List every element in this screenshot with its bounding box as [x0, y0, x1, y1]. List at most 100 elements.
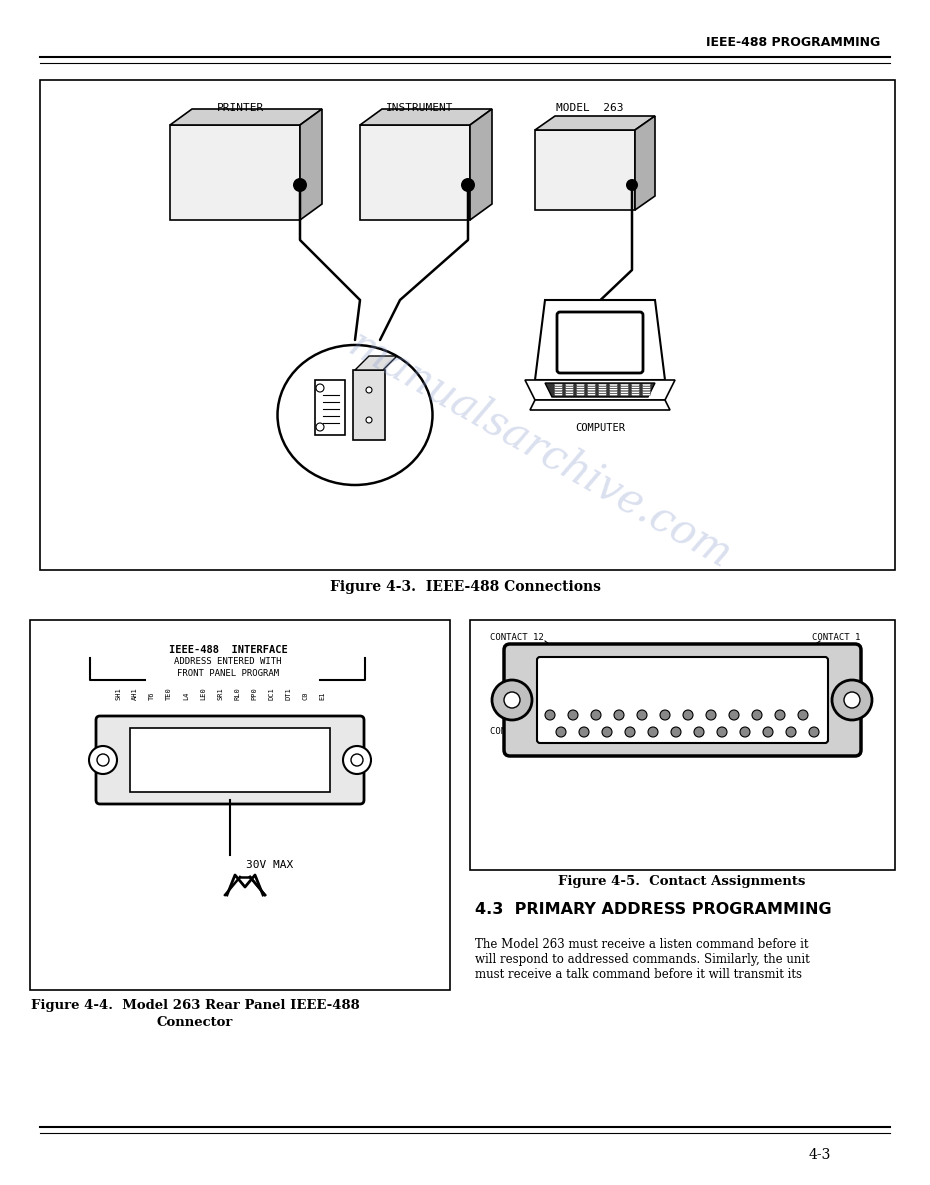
Polygon shape [576, 389, 585, 391]
Polygon shape [609, 393, 618, 396]
Polygon shape [620, 393, 629, 396]
Polygon shape [554, 391, 563, 393]
FancyBboxPatch shape [557, 312, 643, 373]
Polygon shape [565, 389, 574, 391]
Circle shape [752, 710, 762, 720]
Text: CONTACT 12: CONTACT 12 [490, 633, 544, 641]
Polygon shape [631, 386, 640, 389]
Polygon shape [587, 386, 596, 389]
Polygon shape [642, 386, 651, 389]
Polygon shape [620, 391, 629, 393]
Circle shape [786, 728, 796, 737]
Circle shape [316, 423, 324, 431]
Polygon shape [470, 109, 492, 220]
Polygon shape [642, 384, 651, 386]
Polygon shape [355, 356, 397, 370]
Polygon shape [300, 109, 322, 220]
Circle shape [763, 728, 773, 737]
Polygon shape [170, 109, 322, 124]
Polygon shape [360, 109, 492, 124]
Polygon shape [620, 386, 629, 389]
Polygon shape [530, 401, 670, 410]
Text: ADDRESS ENTERED WITH: ADDRESS ENTERED WITH [174, 658, 282, 666]
Bar [30, 620, 450, 989]
Circle shape [706, 710, 716, 720]
Circle shape [89, 747, 117, 774]
Polygon shape [587, 393, 596, 396]
Polygon shape [598, 384, 607, 386]
Circle shape [717, 728, 727, 737]
Circle shape [293, 178, 307, 192]
FancyBboxPatch shape [537, 656, 828, 743]
Circle shape [351, 754, 363, 766]
Polygon shape [565, 391, 574, 393]
Text: RL0: RL0 [234, 687, 240, 700]
Polygon shape [598, 386, 607, 389]
Circle shape [568, 710, 578, 720]
Text: PRINTER: PRINTER [217, 103, 263, 113]
Polygon shape [620, 389, 629, 391]
Polygon shape [576, 393, 585, 396]
Polygon shape [642, 391, 651, 393]
Text: LE0: LE0 [200, 687, 206, 700]
Circle shape [461, 178, 475, 192]
Polygon shape [565, 393, 574, 396]
Text: DT1: DT1 [285, 687, 291, 700]
Text: CONTACT 24: CONTACT 24 [490, 728, 544, 737]
Circle shape [694, 728, 704, 737]
Circle shape [556, 728, 566, 737]
Polygon shape [609, 389, 618, 391]
Polygon shape [554, 389, 563, 391]
Circle shape [316, 384, 324, 392]
Text: FRONT PANEL PROGRAM: FRONT PANEL PROGRAM [177, 668, 279, 678]
Text: manualsarchive.com: manualsarchive.com [341, 324, 738, 577]
Polygon shape [576, 384, 585, 386]
Text: Figure 4-3.  IEEE-488 Connections: Figure 4-3. IEEE-488 Connections [329, 579, 601, 594]
Polygon shape [545, 383, 655, 397]
Text: Figure 4-5.  Contact Assignments: Figure 4-5. Contact Assignments [558, 876, 805, 889]
Circle shape [729, 710, 739, 720]
Circle shape [832, 680, 872, 720]
Bar [40, 81, 895, 570]
Polygon shape [565, 384, 574, 386]
Text: COMPUTER: COMPUTER [575, 423, 625, 433]
Text: must receive a talk command before it will transmit its: must receive a talk command before it wi… [475, 968, 802, 981]
Text: PP0: PP0 [251, 687, 257, 700]
Text: SH1: SH1 [115, 687, 121, 700]
Circle shape [614, 710, 624, 720]
Polygon shape [565, 386, 574, 389]
Text: E1: E1 [319, 692, 325, 700]
Circle shape [671, 728, 681, 737]
Text: C0: C0 [302, 692, 308, 700]
Polygon shape [587, 389, 596, 391]
Polygon shape [635, 116, 655, 210]
Polygon shape [642, 393, 651, 396]
Text: T6: T6 [149, 692, 155, 700]
Circle shape [809, 728, 819, 737]
Circle shape [591, 710, 601, 720]
Polygon shape [598, 389, 607, 391]
Text: Figure 4-4.  Model 263 Rear Panel IEEE-488: Figure 4-4. Model 263 Rear Panel IEEE-48… [31, 999, 359, 1012]
Circle shape [492, 680, 532, 720]
Polygon shape [535, 300, 665, 380]
Text: IEEE-488  INTERFACE: IEEE-488 INTERFACE [168, 645, 287, 655]
Text: Connector: Connector [157, 1017, 233, 1030]
Circle shape [602, 728, 612, 737]
Text: CONTACT 1: CONTACT 1 [812, 633, 860, 641]
Bar [130, 728, 330, 792]
Circle shape [798, 710, 808, 720]
Circle shape [626, 179, 638, 191]
Circle shape [775, 710, 785, 720]
FancyBboxPatch shape [504, 643, 861, 756]
Polygon shape [535, 130, 635, 210]
Circle shape [637, 710, 647, 720]
Polygon shape [631, 391, 640, 393]
Circle shape [366, 417, 372, 423]
Polygon shape [598, 393, 607, 396]
Polygon shape [554, 384, 563, 386]
Circle shape [660, 710, 670, 720]
Polygon shape [170, 124, 300, 220]
Polygon shape [609, 391, 618, 393]
Polygon shape [360, 124, 470, 220]
Text: SR1: SR1 [217, 687, 223, 700]
